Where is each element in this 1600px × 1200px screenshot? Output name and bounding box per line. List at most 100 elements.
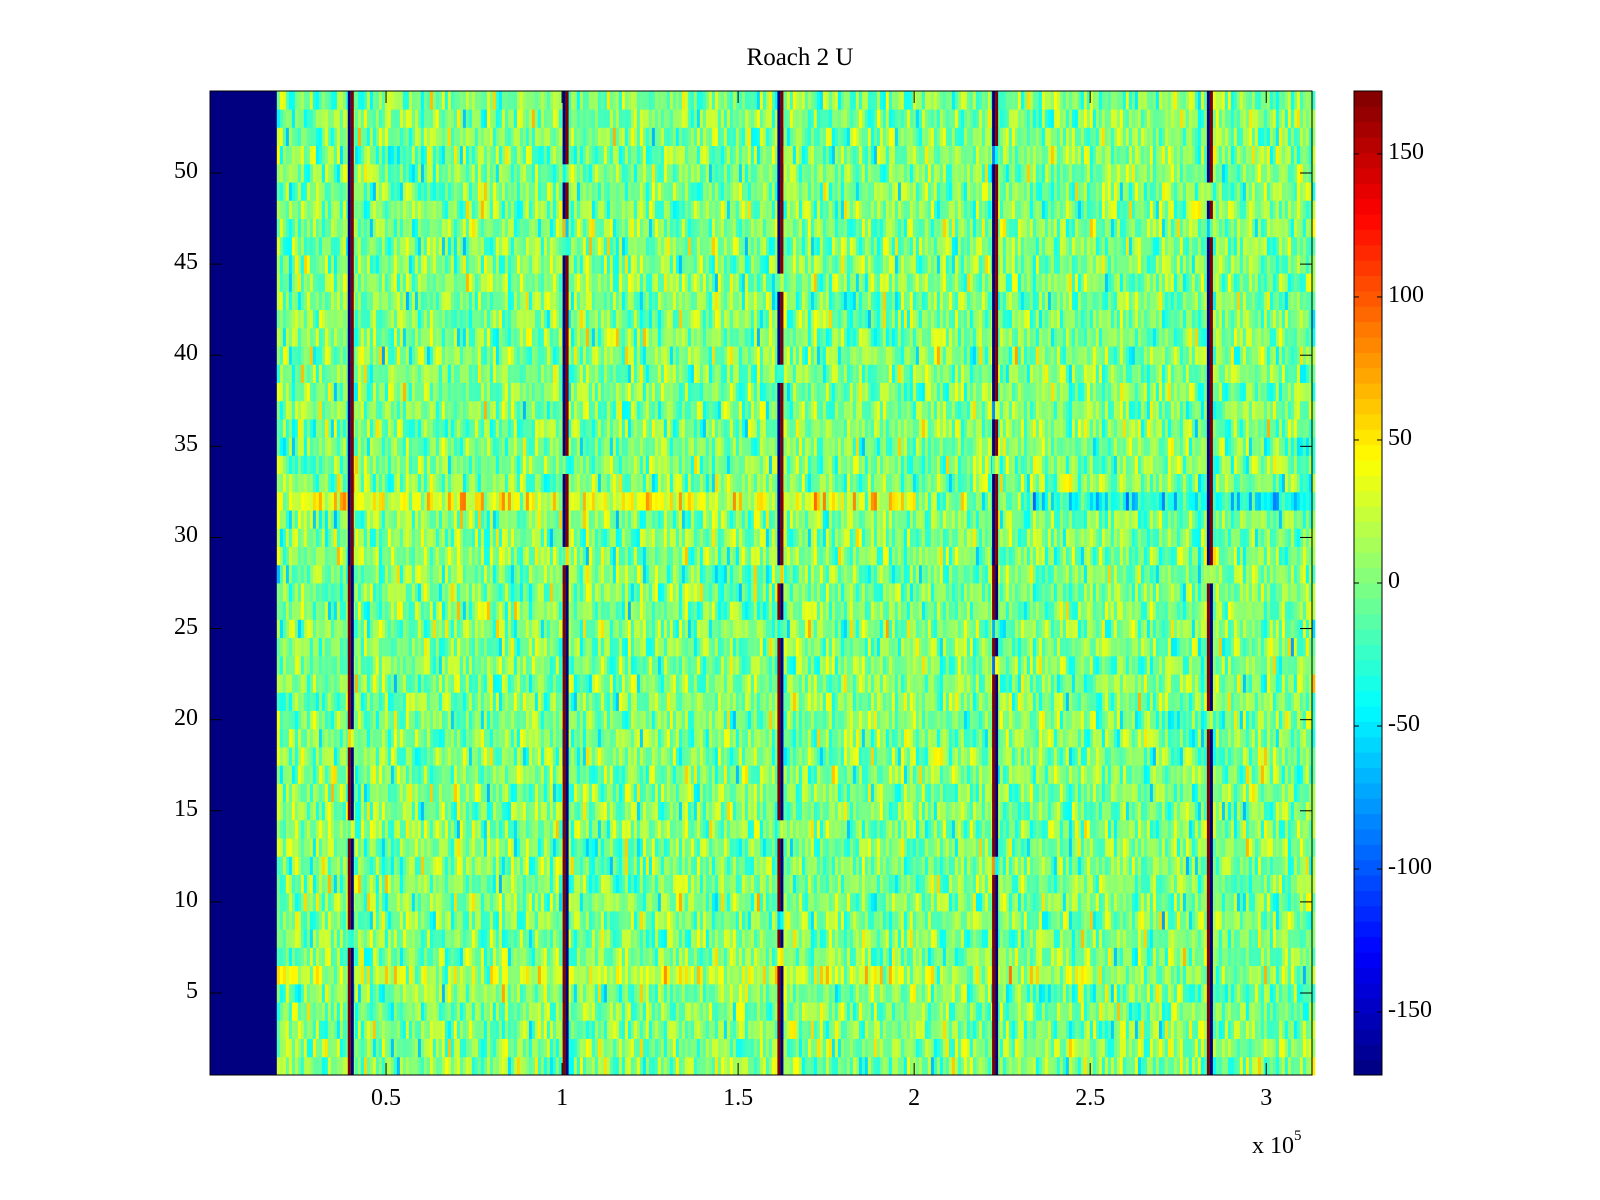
- heatmap-cell: [318, 983, 323, 1003]
- heatmap-cell: [645, 1002, 650, 1021]
- heatmap-cell: [666, 874, 671, 894]
- heatmap-cell: [1137, 838, 1142, 857]
- heatmap-cell: [546, 983, 551, 1003]
- heatmap-cell: [1242, 947, 1247, 967]
- heatmap-cell: [963, 1002, 968, 1021]
- heatmap-cell: [393, 965, 398, 985]
- heatmap-cell: [1173, 965, 1178, 985]
- heatmap-cell: [1011, 1020, 1016, 1039]
- heatmap-cell: [951, 911, 956, 930]
- heatmap-cell: [372, 892, 377, 912]
- heatmap-cell: [1029, 856, 1034, 875]
- heatmap-cell: [504, 947, 509, 967]
- heatmap-cell: [1281, 947, 1286, 967]
- heatmap-cell: [1047, 1056, 1052, 1076]
- heatmap-cell: [1182, 892, 1187, 912]
- heatmap-cell: [996, 892, 1001, 912]
- heatmap-cell: [540, 856, 545, 875]
- heatmap-cell: [627, 1002, 632, 1021]
- heatmap-cell: [1185, 1002, 1190, 1021]
- heatmap-cell: [345, 947, 350, 967]
- heatmap-cell: [921, 874, 926, 894]
- heatmap-cell: [894, 983, 899, 1003]
- heatmap-cell: [456, 1020, 461, 1039]
- heatmap-cell: [372, 874, 377, 894]
- heatmap-cell: [846, 1038, 851, 1058]
- heatmap-cell: [951, 929, 956, 948]
- heatmap-cell: [588, 1056, 593, 1076]
- heatmap-cell: [873, 856, 878, 875]
- heatmap-cell: [618, 801, 623, 821]
- heatmap-cell: [369, 819, 374, 839]
- heatmap-cell: [918, 1056, 923, 1076]
- heatmap-cell: [1038, 1056, 1043, 1076]
- heatmap-cell: [468, 929, 473, 948]
- heatmap-cell: [960, 1020, 965, 1039]
- heatmap-cell: [477, 1002, 482, 1021]
- heatmap-cell: [1245, 965, 1250, 985]
- heatmap-cell: [792, 947, 797, 967]
- heatmap-cell: [558, 801, 563, 821]
- heatmap-cell: [1176, 892, 1181, 912]
- heatmap-cell: [318, 801, 323, 821]
- heatmap-cell: [1089, 892, 1094, 912]
- heatmap-cell: [309, 838, 314, 857]
- heatmap-cell: [384, 838, 389, 857]
- heatmap-cell: [1215, 983, 1220, 1003]
- heatmap-cell: [1167, 929, 1172, 948]
- heatmap-cell: [288, 1002, 293, 1021]
- heatmap-cell: [795, 983, 800, 1003]
- heatmap-cell: [1227, 892, 1232, 912]
- heatmap-cell: [789, 838, 794, 857]
- heatmap-cell: [330, 1020, 335, 1039]
- heatmap-cell: [573, 911, 578, 930]
- heatmap-cell: [1296, 1002, 1301, 1021]
- heatmap-cell: [1050, 1056, 1055, 1076]
- heatmap-cell: [597, 1038, 602, 1058]
- heatmap-cell: [288, 874, 293, 894]
- heatmap-cell: [984, 947, 989, 967]
- heatmap-cell: [855, 983, 860, 1003]
- heatmap-cell: [579, 1020, 584, 1039]
- heatmap-cell: [1044, 911, 1049, 930]
- heatmap-cell: [1056, 911, 1061, 930]
- heatmap-cell: [597, 1020, 602, 1039]
- heatmap-cell: [333, 1038, 338, 1058]
- heatmap-cell: [441, 1020, 446, 1039]
- heatmap-cell: [1113, 1056, 1118, 1076]
- heatmap-cell: [1248, 838, 1253, 857]
- heatmap-cell: [342, 1038, 347, 1058]
- heatmap-cell: [621, 1020, 626, 1039]
- heatmap-cell: [945, 983, 950, 1003]
- heatmap-cell: [1155, 983, 1160, 1003]
- heatmap-cell: [894, 965, 899, 985]
- heatmap-cell: [603, 838, 608, 857]
- heatmap-cell: [711, 983, 716, 1003]
- heatmap-cell: [276, 1056, 281, 1076]
- heatmap-cell: [1203, 1056, 1208, 1076]
- heatmap-cell: [1062, 1038, 1067, 1058]
- heatmap-cell: [624, 874, 629, 894]
- heatmap-cell: [537, 1038, 542, 1058]
- heatmap-cell: [1119, 892, 1124, 912]
- heatmap-cell: [867, 892, 872, 912]
- heatmap-cell: [303, 1038, 308, 1058]
- heatmap-cell: [744, 892, 749, 912]
- heatmap-cell: [393, 1002, 398, 1021]
- heatmap-cell: [621, 1056, 626, 1076]
- heatmap-cell: [402, 1002, 407, 1021]
- heatmap-cell: [471, 838, 476, 857]
- heatmap-cell: [297, 983, 302, 1003]
- heatmap-cell: [636, 1038, 641, 1058]
- heatmap-cell: [1038, 1002, 1043, 1021]
- heatmap-cell: [708, 892, 713, 912]
- heatmap-cell: [327, 838, 332, 857]
- heatmap-cell: [642, 929, 647, 948]
- heatmap-cell: [1308, 965, 1313, 985]
- heatmap-cell: [744, 911, 749, 930]
- heatmap-cell: [477, 947, 482, 967]
- heatmap-cell: [1065, 856, 1070, 875]
- heatmap-cell: [1245, 838, 1250, 857]
- heatmap-cell: [984, 1038, 989, 1058]
- heatmap-cell: [684, 1020, 689, 1039]
